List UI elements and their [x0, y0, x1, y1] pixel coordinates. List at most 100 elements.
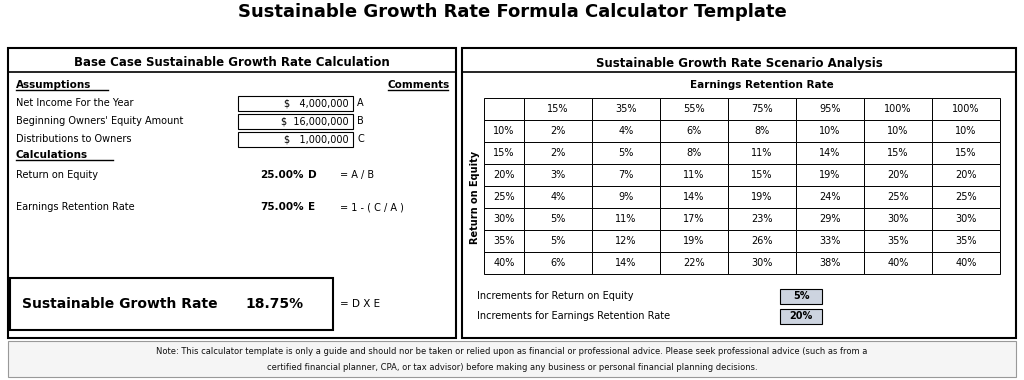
Bar [932, 142, 1000, 164]
Text: $  16,000,000: $ 16,000,000 [282, 116, 349, 126]
Text: 33%: 33% [819, 236, 841, 246]
Text: 23%: 23% [752, 214, 773, 224]
Text: 15%: 15% [752, 170, 773, 180]
Text: 20%: 20% [887, 170, 908, 180]
Text: 40%: 40% [494, 258, 515, 268]
Text: 30%: 30% [955, 214, 977, 224]
Bar [864, 186, 932, 208]
Text: 6%: 6% [686, 126, 701, 136]
Text: Increments for Earnings Retention Rate: Increments for Earnings Retention Rate [477, 311, 670, 321]
Bar [524, 120, 592, 142]
Bar [524, 98, 592, 120]
Bar [524, 164, 592, 186]
Text: 8%: 8% [686, 148, 701, 158]
Text: 10%: 10% [819, 126, 841, 136]
Bar [780, 288, 822, 304]
Bar [484, 252, 524, 274]
Text: 17%: 17% [683, 214, 705, 224]
Bar [796, 98, 864, 120]
Text: 18.75%: 18.75% [246, 297, 304, 311]
Text: Comments: Comments [388, 80, 451, 90]
Text: 75%: 75% [752, 104, 773, 114]
Bar [524, 142, 592, 164]
Text: Earnings Retention Rate: Earnings Retention Rate [690, 80, 834, 90]
Text: 40%: 40% [955, 258, 977, 268]
Text: Return on Equity: Return on Equity [16, 170, 98, 180]
Text: 5%: 5% [550, 214, 565, 224]
Text: 15%: 15% [887, 148, 908, 158]
Bar [796, 252, 864, 274]
Text: C: C [357, 134, 364, 144]
Text: 15%: 15% [547, 104, 568, 114]
Bar [8, 48, 456, 338]
Bar [796, 186, 864, 208]
Bar [484, 208, 524, 230]
Bar [796, 208, 864, 230]
Bar [864, 208, 932, 230]
Text: 40%: 40% [888, 258, 908, 268]
Text: Sustainable Growth Rate Formula Calculator Template: Sustainable Growth Rate Formula Calculat… [238, 3, 786, 21]
Bar [796, 230, 864, 252]
Text: 30%: 30% [888, 214, 908, 224]
Text: $   4,000,000: $ 4,000,000 [285, 98, 349, 108]
Bar [932, 98, 1000, 120]
Bar [462, 48, 1016, 338]
Text: 5%: 5% [550, 236, 565, 246]
Bar [864, 120, 932, 142]
Text: 25%: 25% [494, 192, 515, 202]
Bar [864, 230, 932, 252]
Bar [484, 142, 524, 164]
Text: 15%: 15% [955, 148, 977, 158]
Bar [592, 230, 660, 252]
Bar [592, 142, 660, 164]
Text: certified financial planner, CPA, or tax advisor) before making any business or : certified financial planner, CPA, or tax… [266, 364, 758, 372]
Text: 2%: 2% [550, 148, 565, 158]
Text: 2%: 2% [550, 126, 565, 136]
Text: 3%: 3% [550, 170, 565, 180]
Bar [592, 252, 660, 274]
Text: $   1,000,000: $ 1,000,000 [285, 134, 349, 144]
Bar [728, 120, 796, 142]
Text: 6%: 6% [550, 258, 565, 268]
Text: 9%: 9% [618, 192, 634, 202]
Bar [660, 142, 728, 164]
Bar [660, 186, 728, 208]
Text: 10%: 10% [494, 126, 515, 136]
Bar [524, 230, 592, 252]
Text: 22%: 22% [683, 258, 705, 268]
Text: 5%: 5% [618, 148, 634, 158]
Text: 100%: 100% [952, 104, 980, 114]
Bar [932, 120, 1000, 142]
Bar [592, 186, 660, 208]
Text: 25%: 25% [955, 192, 977, 202]
Text: = D X E: = D X E [340, 299, 380, 309]
Text: 25%: 25% [887, 192, 909, 202]
Text: Sustainable Growth Rate: Sustainable Growth Rate [22, 297, 218, 311]
Bar [728, 230, 796, 252]
Text: 10%: 10% [955, 126, 977, 136]
Text: 11%: 11% [615, 214, 637, 224]
Bar [660, 252, 728, 274]
Text: 35%: 35% [615, 104, 637, 114]
Bar [524, 252, 592, 274]
Text: Beginning Owners' Equity Amount: Beginning Owners' Equity Amount [16, 116, 183, 126]
Text: D: D [308, 170, 316, 180]
Bar [796, 120, 864, 142]
Text: Sustainable Growth Rate Scenario Analysis: Sustainable Growth Rate Scenario Analysi… [596, 57, 883, 70]
Text: 35%: 35% [955, 236, 977, 246]
Bar [932, 164, 1000, 186]
Text: Note: This calculator template is only a guide and should nor be taken or relied: Note: This calculator template is only a… [157, 347, 867, 356]
Bar [484, 120, 524, 142]
Text: 24%: 24% [819, 192, 841, 202]
Text: 30%: 30% [752, 258, 773, 268]
Bar [592, 164, 660, 186]
Bar [524, 208, 592, 230]
Text: 11%: 11% [683, 170, 705, 180]
Bar [660, 120, 728, 142]
Bar [238, 114, 353, 128]
Text: = A / B: = A / B [340, 170, 374, 180]
Bar [592, 120, 660, 142]
Bar [660, 164, 728, 186]
Bar [728, 252, 796, 274]
Text: 8%: 8% [755, 126, 770, 136]
